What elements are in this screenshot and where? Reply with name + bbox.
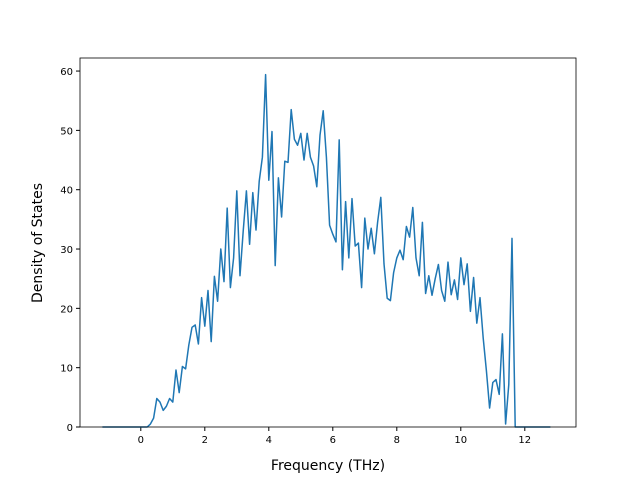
x-tick-label: 4	[266, 435, 272, 446]
y-tick-label: 30	[60, 245, 73, 256]
x-tick-label: 10	[454, 435, 467, 446]
x-tick-label: 0	[138, 435, 144, 446]
data-line	[102, 73, 551, 428]
y-tick-label: 20	[60, 304, 73, 315]
y-tick-label: 0	[67, 423, 73, 434]
x-tick-label: 6	[330, 435, 336, 446]
y-tick-label: 50	[60, 126, 73, 137]
x-axis-label: Frequency (THz)	[271, 458, 385, 474]
x-tick-label: 12	[518, 435, 531, 446]
x-tick-label: 2	[202, 435, 208, 446]
y-tick-label: 60	[60, 67, 73, 78]
y-tick-label: 10	[60, 364, 73, 375]
plot-frame	[79, 57, 577, 428]
y-tick-label: 40	[60, 186, 73, 197]
y-axis-label: Density of States	[30, 183, 46, 303]
x-tick-label: 8	[394, 435, 400, 446]
